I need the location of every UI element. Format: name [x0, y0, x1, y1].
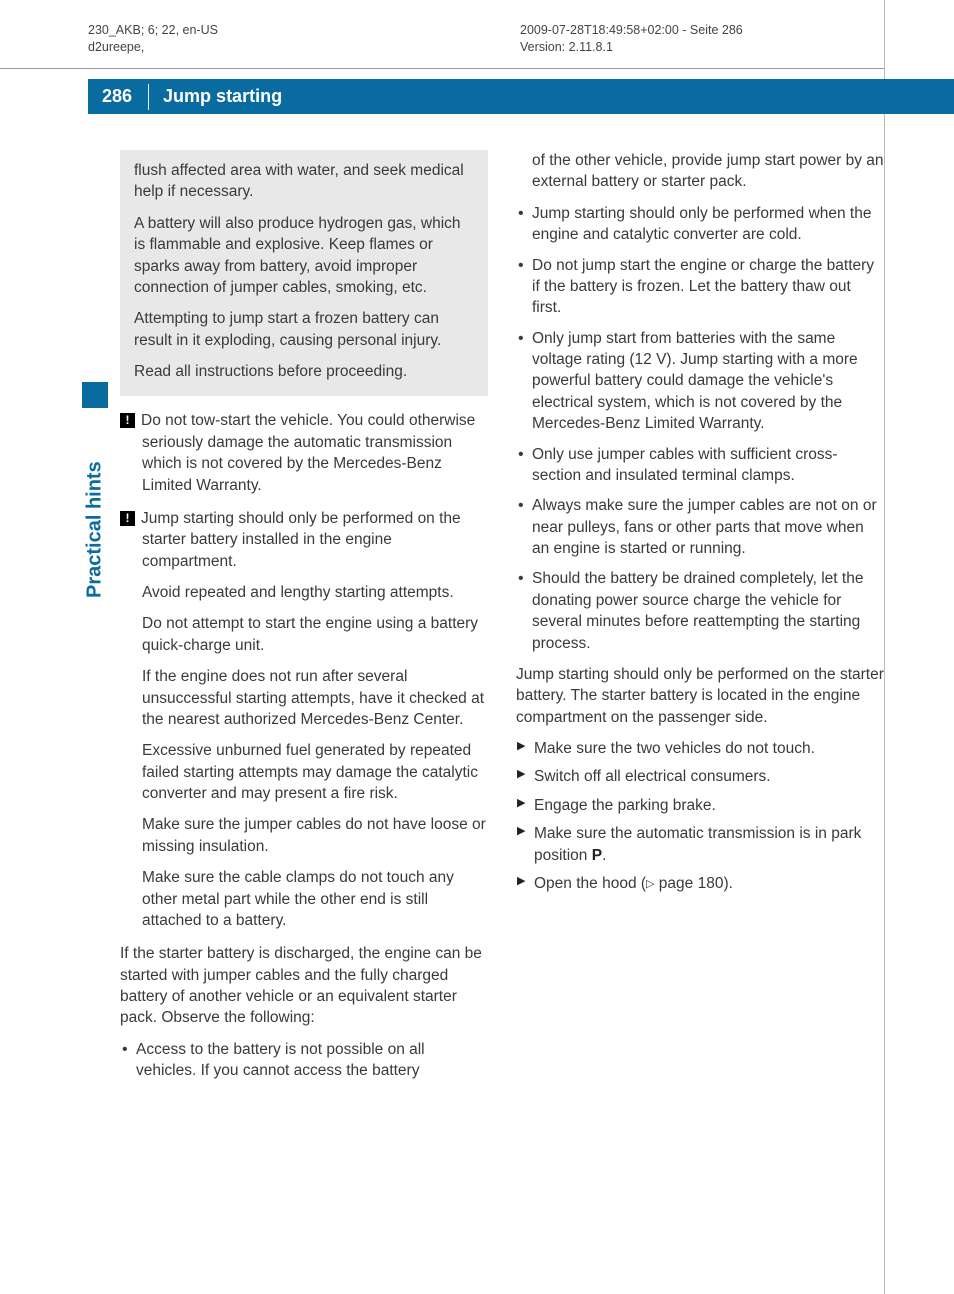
warning-text: flush affected area with water, and seek…	[134, 160, 474, 203]
caution-body: Jump starting should only be performed o…	[141, 510, 461, 570]
header-version: Version: 2.11.8.1	[520, 39, 743, 56]
page-ref-icon: ▷	[646, 877, 654, 892]
list-item: Open the hood (▷ page 180).	[516, 873, 884, 894]
header-code-line: 230_AKB; 6; 22, en-US	[88, 22, 218, 39]
left-column: flush affected area with water, and seek…	[120, 150, 488, 1092]
title-divider	[148, 84, 149, 110]
list-item: Do not jump start the engine or charge t…	[516, 255, 884, 319]
header-right: 2009-07-28T18:49:58+02:00 - Seite 286 Ve…	[520, 22, 743, 56]
bullet-list: Jump starting should only be performed w…	[516, 203, 884, 654]
warning-box: flush affected area with water, and seek…	[120, 150, 488, 396]
warning-text: A battery will also produce hydrogen gas…	[134, 213, 474, 299]
right-column: of the other vehicle, provide jump start…	[516, 150, 884, 1092]
list-item: Switch off all electrical consumers.	[516, 766, 884, 787]
caution-text: Do not attempt to start the engine using…	[142, 613, 488, 656]
caution-text: !Do not tow-start the vehicle. You could…	[142, 410, 488, 496]
list-item: Only use jumper cables with sufficient c…	[516, 444, 884, 487]
page-title: Jump starting	[149, 86, 282, 107]
page-ref: page 180).	[655, 875, 733, 892]
park-position-bold: P	[592, 847, 602, 864]
bullet-list: Access to the battery is not possible on…	[120, 1039, 488, 1082]
header-author-line: d2ureepe,	[88, 39, 218, 56]
header-left: 230_AKB; 6; 22, en-US d2ureepe,	[88, 22, 218, 56]
title-bar: 286 Jump starting	[88, 79, 954, 114]
step-text: Open the hood (	[534, 875, 646, 892]
caution-block: ! Jump starting should only be performed …	[120, 508, 488, 931]
step-text: Make sure the automatic transmission is …	[534, 825, 861, 863]
header-timestamp: 2009-07-28T18:49:58+02:00 - Seite 286	[520, 22, 743, 39]
list-item: Make sure the two vehicles do not touch.	[516, 738, 884, 759]
list-item: Always make sure the jumper cables are n…	[516, 495, 884, 559]
caution-text: Make sure the cable clamps do not touch …	[142, 867, 488, 931]
list-item: Should the battery be drained completely…	[516, 568, 884, 654]
warning-text: Attempting to jump start a frozen batter…	[134, 308, 474, 351]
list-item: Jump starting should only be performed w…	[516, 203, 884, 246]
caution-icon: !	[120, 511, 135, 526]
caution-text: !Jump starting should only be performed …	[142, 508, 488, 572]
page-right-border	[884, 0, 885, 1294]
list-item: Make sure the automatic transmission is …	[516, 823, 884, 866]
caution-icon: !	[120, 413, 135, 428]
content-area: flush affected area with water, and seek…	[120, 150, 884, 1092]
side-section-label: Practical hints	[82, 418, 108, 598]
list-item: Access to the battery is not possible on…	[120, 1039, 488, 1082]
warning-text: Read all instructions before proceeding.	[134, 361, 474, 382]
step-list: Make sure the two vehicles do not touch.…	[516, 738, 884, 894]
page-number: 286	[88, 86, 148, 107]
continuation-text: of the other vehicle, provide jump start…	[516, 150, 884, 193]
header-rule	[0, 68, 884, 69]
caution-block: ! Do not tow-start the vehicle. You could…	[120, 410, 488, 496]
step-text: .	[602, 847, 606, 864]
caution-text: Make sure the jumper cables do not have …	[142, 814, 488, 857]
caution-text: Excessive unburned fuel generated by rep…	[142, 740, 488, 804]
side-tab-marker	[82, 382, 108, 408]
list-item: Only jump start from batteries with the …	[516, 328, 884, 435]
body-paragraph: Jump starting should only be performed o…	[516, 664, 884, 728]
caution-text: If the engine does not run after several…	[142, 666, 488, 730]
caution-text: Avoid repeated and lengthy starting atte…	[142, 582, 488, 603]
body-paragraph: If the starter battery is discharged, th…	[120, 943, 488, 1029]
caution-body: Do not tow-start the vehicle. You could …	[141, 412, 475, 493]
list-item: Engage the parking brake.	[516, 795, 884, 816]
